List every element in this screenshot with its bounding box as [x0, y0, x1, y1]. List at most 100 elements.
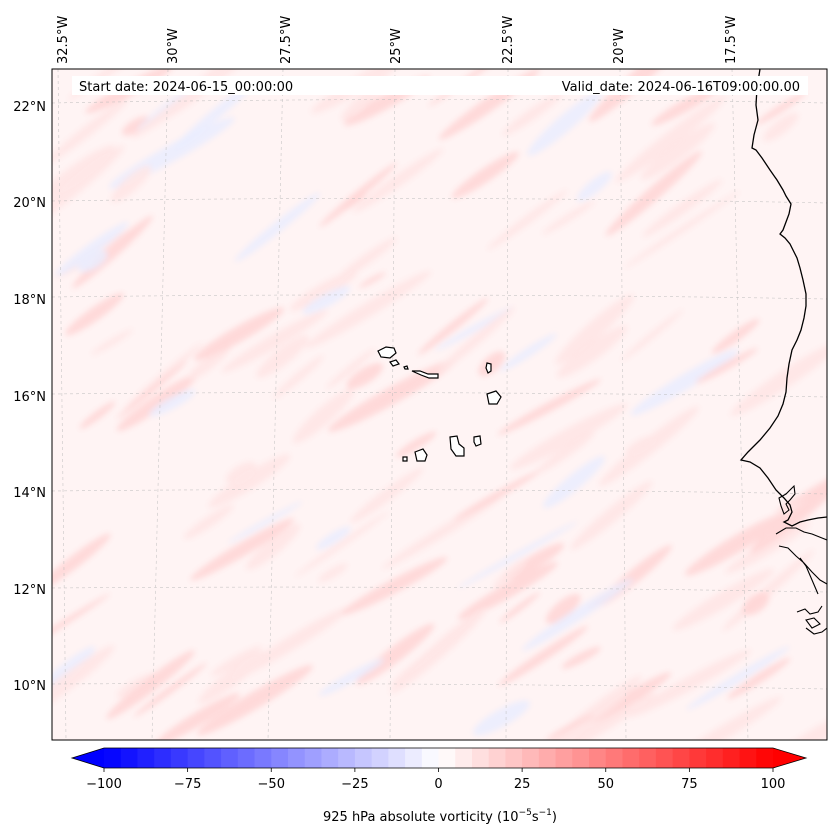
vorticity-streak — [316, 526, 351, 550]
lat-label: 18°N — [13, 293, 46, 308]
vorticity-streak — [326, 348, 376, 389]
island-fogo — [414, 448, 428, 462]
vorticity-streak — [342, 190, 367, 210]
vorticity-streak — [621, 309, 684, 361]
vorticity-streak — [356, 623, 435, 685]
vorticity-streak — [453, 470, 540, 521]
colorbar-tick-label: 50 — [597, 777, 614, 792]
vorticity-streak — [106, 650, 195, 720]
vorticity-streak — [52, 145, 125, 225]
vorticity-streak — [359, 272, 386, 288]
colorbar-cell — [287, 748, 306, 768]
colorbar-tick-label: −25 — [341, 777, 368, 792]
vorticity-streak — [695, 348, 758, 384]
colorbar-cell — [689, 748, 707, 768]
colorbar-cells — [104, 748, 774, 768]
vorticity-streak — [328, 359, 455, 432]
vorticity-streak — [522, 578, 634, 651]
vorticity-field-background — [52, 69, 827, 740]
vorticity-streak — [458, 562, 558, 620]
west-africa-coastline — [739, 69, 827, 527]
vorticity-streak — [305, 270, 432, 349]
map-frame — [51, 68, 828, 741]
colorbar-cell — [388, 748, 406, 768]
colorbar-cell — [488, 748, 507, 768]
vorticity-streak — [52, 646, 96, 717]
colorbar-cell — [672, 748, 690, 768]
vorticity-streak — [725, 522, 811, 574]
vorticity-streak — [640, 123, 715, 180]
vorticity-streak — [149, 389, 196, 417]
vorticity-streak — [187, 344, 231, 381]
vorticity-streak — [624, 191, 740, 269]
vorticity-streak — [555, 294, 634, 365]
vorticity-streak — [598, 406, 699, 487]
vorticity-streak — [221, 309, 328, 373]
lon-label: 32.5°W — [56, 16, 71, 64]
vorticity-streak — [478, 351, 506, 377]
vorticity-streak — [727, 657, 791, 700]
colorbar-cell — [739, 748, 757, 768]
vorticity-streak — [542, 692, 656, 740]
vorticity-streak — [211, 645, 262, 676]
colorbar-cell — [572, 748, 590, 768]
vorticity-streak — [535, 431, 595, 474]
colorbar-cell — [204, 748, 222, 768]
colorbar-label: 925 hPa absolute vorticity (10−5s−1) — [323, 808, 557, 825]
vorticity-streak — [346, 363, 384, 389]
vorticity-streak — [499, 592, 540, 624]
vorticity-streak — [116, 374, 197, 431]
lon-label: 20°W — [612, 28, 627, 64]
colorbar-cell — [405, 748, 423, 768]
vorticity-streak — [78, 250, 108, 273]
vorticity-streak — [52, 645, 115, 718]
vorticity-streak — [256, 335, 309, 378]
lon-label: 17.5°W — [724, 16, 739, 64]
vorticity-streak — [499, 333, 557, 372]
vorticity-streak — [510, 403, 628, 470]
colorbar-cell — [187, 748, 205, 768]
vorticity-streak — [527, 90, 603, 156]
colorbar-cell — [104, 748, 122, 768]
valid-date-label: Valid_date: 2024-06-16T09:00:00.00 — [562, 80, 800, 95]
island-sal — [485, 362, 492, 374]
vorticity-streak — [502, 92, 563, 136]
vorticity-streak — [457, 521, 579, 589]
vorticity-streak — [545, 594, 581, 624]
colorbar-cell — [589, 748, 607, 768]
colorbar-cell — [471, 748, 490, 768]
island-santa-luzia — [403, 365, 409, 370]
lon-label: 25°W — [389, 28, 404, 64]
vorticity-streak — [435, 306, 514, 351]
colorbar-cell — [706, 748, 724, 768]
colorbar-cell — [154, 748, 172, 768]
vorticity-streak — [133, 662, 207, 718]
vorticity-streak — [749, 478, 827, 554]
vorticity-streak — [451, 151, 519, 199]
colorbar-cell — [438, 748, 456, 768]
colorbar-cell — [622, 748, 640, 768]
colorbar-cell — [639, 748, 657, 768]
vorticity-streak — [382, 493, 505, 569]
colorbar-cell — [421, 748, 440, 768]
vorticity-streak — [730, 342, 827, 416]
lat-label: 16°N — [13, 390, 46, 405]
vorticity-streak — [556, 325, 628, 378]
info-banner — [72, 76, 808, 95]
vorticity-streak — [543, 456, 606, 509]
vorticity-streak — [770, 708, 827, 740]
vorticity-streak — [292, 388, 355, 444]
vorticity-streak — [116, 361, 187, 420]
vorticity-streak — [417, 298, 489, 355]
colorbar-cell — [137, 748, 155, 768]
colorbar-cell — [354, 748, 373, 768]
island-sao-nicolau — [411, 370, 439, 379]
lon-label: 30°W — [166, 28, 181, 64]
map-panel — [52, 69, 827, 740]
lat-label: 20°N — [13, 196, 46, 211]
vorticity-streak — [487, 189, 568, 250]
colorbar-cell — [254, 748, 272, 768]
start-date-label: Start date: 2024-06-15_00:00:00 — [79, 80, 293, 95]
vorticity-streak — [628, 649, 752, 717]
